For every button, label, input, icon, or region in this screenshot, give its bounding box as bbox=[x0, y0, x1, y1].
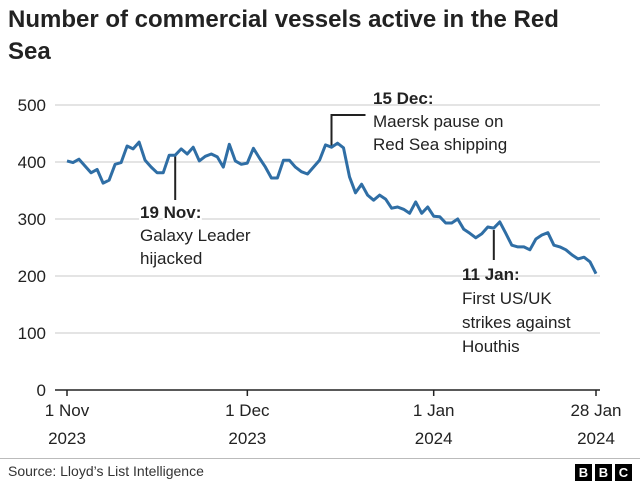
series-line bbox=[66, 140, 598, 275]
y-tick-label: 300 bbox=[18, 210, 46, 229]
annotation-date: 19 Nov: bbox=[140, 203, 201, 222]
y-tick-label: 0 bbox=[37, 381, 46, 400]
y-tick-label: 400 bbox=[18, 153, 46, 172]
x-tick-label: 1 Jan bbox=[413, 401, 455, 420]
y-tick-label: 500 bbox=[18, 96, 46, 115]
annotation-text: hijacked bbox=[140, 249, 202, 268]
annotation-text: Red Sea shipping bbox=[373, 135, 507, 154]
annotation-text: First US/UK bbox=[462, 289, 552, 308]
bbc-logo: B B C bbox=[575, 464, 632, 481]
x-tick-label: 28 Jan bbox=[570, 401, 621, 420]
logo-letter: B bbox=[595, 464, 612, 481]
annotation-text: Galaxy Leader bbox=[140, 226, 251, 245]
logo-letter: B bbox=[575, 464, 592, 481]
source-note: Source: Lloyd’s List Intelligence bbox=[8, 463, 204, 479]
logo-letter: C bbox=[615, 464, 632, 481]
x-tick-label: 2024 bbox=[577, 429, 615, 448]
x-tick-label: 1 Dec bbox=[225, 401, 270, 420]
x-tick-label: 1 Nov bbox=[45, 401, 90, 420]
annotation-text: Maersk pause on bbox=[373, 112, 503, 131]
footer-divider bbox=[0, 458, 640, 459]
annotation-date: 11 Jan: bbox=[462, 265, 520, 284]
chart-title: Number of commercial vessels active in t… bbox=[8, 6, 559, 65]
x-tick-label: 2024 bbox=[415, 429, 453, 448]
x-tick-label: 2023 bbox=[228, 429, 266, 448]
annotation-date: 15 Dec: bbox=[373, 89, 433, 108]
y-tick-label: 100 bbox=[18, 324, 46, 343]
y-tick-label: 200 bbox=[18, 267, 46, 286]
annotation-leader bbox=[330, 114, 366, 146]
annotation-text: Houthis bbox=[462, 337, 520, 356]
x-tick-label: 2023 bbox=[48, 429, 86, 448]
annotation-text: strikes against bbox=[462, 313, 571, 332]
